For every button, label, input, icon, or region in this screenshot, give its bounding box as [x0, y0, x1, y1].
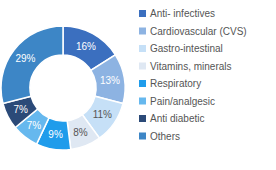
- chart-root: 16% 13% 11% 8% 9% 7% 7% 29% Anti- infectives Card…: [0, 0, 276, 170]
- data-label: 13%: [100, 75, 120, 86]
- legend-swatch: [139, 63, 146, 70]
- legend-label: Cardiovascular (CVS): [150, 26, 247, 37]
- legend-label: Anti- infectives: [150, 8, 215, 19]
- legend-swatch: [139, 28, 146, 35]
- slice: [1, 26, 63, 103]
- legend-swatch: [139, 10, 146, 17]
- legend-swatch: [139, 98, 146, 105]
- data-label: 8%: [73, 127, 88, 138]
- data-labels: 16% 13% 11% 8% 9% 7% 7% 29%: [13, 41, 120, 141]
- data-label: 7%: [13, 104, 28, 115]
- legend-swatch: [139, 133, 146, 140]
- data-label: 7%: [27, 120, 42, 131]
- data-label: 9%: [48, 129, 63, 140]
- slices: [1, 26, 125, 150]
- chart-svg: 16% 13% 11% 8% 9% 7% 7% 29% Anti- infectives Card…: [0, 0, 276, 170]
- legend-label: Gastro-intestinal: [150, 43, 223, 54]
- legend: Anti- infectives Cardiovascular (CVS) Gast…: [139, 8, 247, 142]
- legend-label: Pain/analgesic: [150, 96, 215, 107]
- legend-label: Anti diabetic: [150, 113, 204, 124]
- data-label: 16%: [76, 41, 96, 52]
- data-label: 29%: [15, 53, 35, 64]
- legend-swatch: [139, 45, 146, 52]
- legend-label: Vitamins, minerals: [150, 61, 232, 72]
- legend-swatch: [139, 115, 146, 122]
- legend-label: Others: [150, 131, 180, 142]
- legend-swatch: [139, 80, 146, 87]
- data-label: 11%: [93, 109, 112, 120]
- legend-label: Respiratory: [150, 78, 201, 89]
